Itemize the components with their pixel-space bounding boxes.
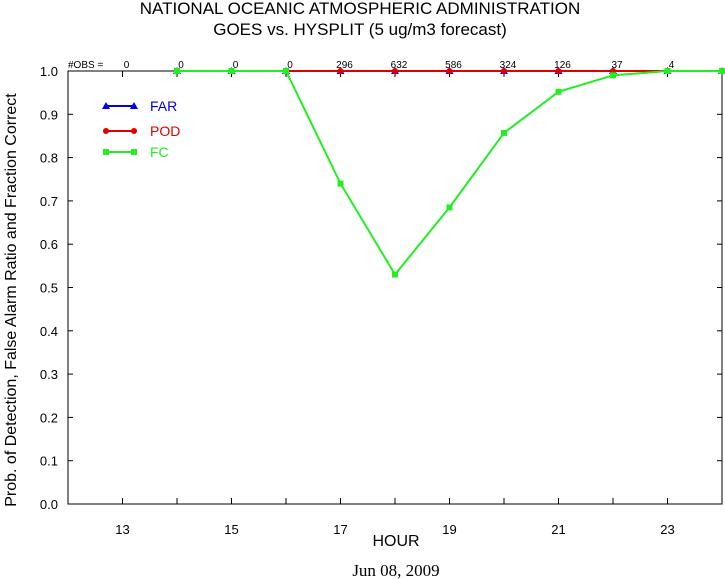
- point-fc: [174, 68, 180, 74]
- y-axis-label: Prob. of Detection, False Alarm Ratio an…: [3, 93, 20, 507]
- point-fc: [719, 68, 725, 74]
- obs-count: 4: [669, 60, 675, 71]
- series-fc: [174, 68, 725, 278]
- point-fc: [446, 204, 453, 211]
- obs-count: 296: [336, 60, 353, 71]
- obs-count: 37: [611, 60, 623, 71]
- y-tick-label: 0.6: [40, 237, 58, 252]
- obs-count: 0: [178, 60, 184, 71]
- y-axis: 0.0 0.1 0.2 0.3 0.4 0.5 0.6 0.7 0.8 0.9 1.0: [40, 64, 722, 512]
- point-pod: [501, 68, 507, 74]
- point-pod: [392, 68, 398, 74]
- point-fc: [501, 129, 507, 136]
- chart-title: NATIONAL OCEANIC ATMOSPHERIC ADMINISTRAT…: [140, 0, 580, 18]
- point-pod: [337, 68, 344, 74]
- y-tick-label: 0.8: [40, 151, 58, 166]
- obs-count: 0: [124, 60, 130, 71]
- point-fc: [664, 68, 671, 74]
- point-fc: [610, 72, 616, 79]
- legend-marker-end-far: [130, 102, 138, 109]
- legend-label-fc: FC: [150, 144, 169, 160]
- obs-count: 586: [445, 60, 462, 71]
- series-layer: [173, 67, 725, 278]
- y-tick-label: 0.9: [40, 107, 58, 122]
- legend-marker-start-far: [102, 102, 110, 109]
- chart-subtitle: GOES vs. HYSPLIT (5 ug/m3 forecast): [213, 20, 507, 39]
- x-tick-label: 21: [551, 522, 565, 537]
- legend-label-pod: POD: [150, 123, 180, 139]
- obs-count: 0: [287, 60, 293, 71]
- y-tick-label: 1.0: [40, 64, 58, 79]
- x-axis: 13 15 17 19 21 23: [67, 71, 723, 537]
- y-tick-label: 0.2: [40, 410, 58, 425]
- x-tick-label: 15: [224, 522, 238, 537]
- x-tick-label: 13: [115, 522, 129, 537]
- y-tick-label: 0.7: [40, 194, 58, 209]
- legend-marker-start-pod: [103, 128, 109, 134]
- y-tick-label: 0.5: [40, 281, 58, 296]
- obs-count-row: #OBS = 0 0 0 0 296 632 586 324 126 37 4: [68, 60, 675, 71]
- x-tick-label: 19: [442, 522, 456, 537]
- point-fc: [392, 271, 398, 278]
- y-tick-label: 0.4: [40, 324, 58, 339]
- point-pod: [555, 68, 562, 74]
- x-axis-label: HOUR: [372, 533, 419, 550]
- date-label: Jun 08, 2009: [352, 561, 439, 579]
- x-tick-label: 23: [660, 522, 674, 537]
- legend-marker-end-fc: [131, 149, 137, 155]
- point-fc: [337, 180, 344, 187]
- obs-count: 126: [554, 60, 571, 71]
- point-fc: [555, 88, 562, 95]
- point-fc: [283, 68, 289, 74]
- x-tick-label: 17: [333, 522, 347, 537]
- y-tick-label: 0.1: [40, 454, 58, 469]
- obs-label: #OBS =: [68, 60, 103, 71]
- obs-count: 632: [391, 60, 408, 71]
- obs-count: 324: [500, 60, 517, 71]
- legend-label-far: FAR: [150, 98, 177, 114]
- y-tick-label: 0.0: [40, 497, 58, 512]
- y-tick-label: 0.3: [40, 367, 58, 382]
- legend-marker-start-fc: [103, 149, 109, 155]
- obs-count: 0: [233, 60, 239, 71]
- legend-marker-end-pod: [131, 128, 137, 134]
- legend: FAR POD FC: [102, 98, 180, 160]
- point-pod: [446, 68, 453, 74]
- point-fc: [228, 68, 235, 74]
- series-line-fc: [177, 70, 722, 277]
